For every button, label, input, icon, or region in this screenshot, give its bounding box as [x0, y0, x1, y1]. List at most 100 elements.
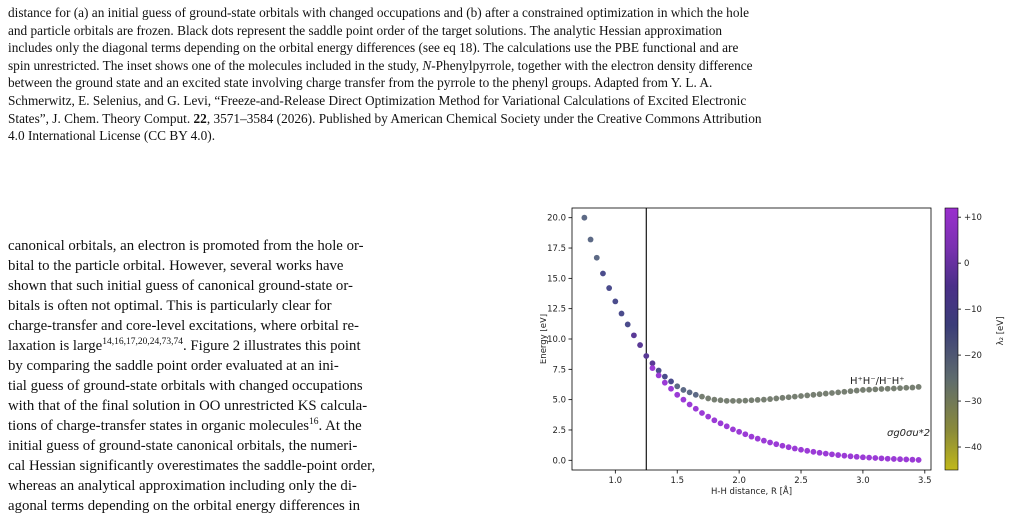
colorbar-tick-label: −30 — [964, 397, 982, 407]
data-point — [779, 442, 786, 449]
data-point — [668, 378, 674, 385]
y-axis-label: Energy [eV] — [540, 314, 549, 364]
data-point — [860, 387, 866, 393]
data-point — [742, 397, 749, 404]
data-point — [680, 387, 687, 393]
data-point — [816, 391, 823, 398]
data-point — [816, 449, 823, 456]
colorbar — [944, 207, 959, 471]
data-point — [686, 401, 693, 408]
text-line: bital to the particle orbital. However, … — [8, 258, 344, 274]
colorbar-tick-label: −10 — [964, 305, 982, 315]
caption-line: distance for (a) an initial guess of gro… — [8, 5, 750, 20]
data-point — [884, 385, 891, 392]
data-point — [829, 451, 835, 458]
data-point — [915, 384, 922, 390]
data-point — [618, 310, 625, 317]
y-tick-label: 5.0 — [552, 396, 566, 406]
x-tick-label: 3.5 — [918, 476, 932, 486]
x-tick-label: 2.0 — [732, 476, 746, 486]
data-point — [655, 367, 662, 374]
caption-line: includes only the diagonal terms dependi… — [8, 40, 739, 56]
data-point — [909, 456, 916, 463]
text-line: agonal terms depending on the orbital en… — [8, 498, 360, 514]
data-point — [853, 387, 860, 394]
data-point — [897, 385, 903, 392]
data-point — [587, 236, 594, 243]
data-point — [705, 413, 712, 420]
data-point — [730, 397, 736, 404]
data-point — [810, 448, 817, 455]
data-point — [736, 428, 743, 435]
y-tick-label: 7.5 — [552, 365, 566, 375]
caption-line: between the ground state and an excited … — [8, 75, 713, 91]
data-point — [754, 396, 761, 403]
data-point — [674, 391, 681, 398]
text-line: bitals is often not optimal. This is par… — [8, 298, 332, 314]
annotation-upper: H⁺H⁻/H⁻H⁺ — [850, 376, 905, 387]
data-point — [717, 397, 724, 404]
data-point — [890, 456, 897, 462]
text-line: cal Hessian significantly overestimates … — [8, 458, 376, 474]
plot-frame — [571, 207, 932, 471]
text-line: laxation is large14,16,17,20,24,73,74. F… — [8, 337, 361, 354]
x-tick-label: 1.0 — [609, 476, 623, 486]
data-point — [903, 456, 910, 463]
data-point — [680, 396, 687, 403]
data-point — [686, 389, 693, 396]
data-point — [872, 386, 879, 393]
colorbar-tick-label: +10 — [964, 213, 982, 223]
data-point — [649, 365, 656, 372]
data-point — [804, 447, 811, 454]
x-tick-label: 1.5 — [670, 476, 684, 486]
data-point — [890, 385, 897, 392]
data-point — [730, 426, 736, 433]
data-point — [717, 420, 724, 427]
data-point — [699, 410, 705, 416]
data-point — [773, 395, 780, 402]
data-point — [773, 441, 780, 448]
text-line: tions of charge-transfer states in organ… — [8, 417, 362, 434]
data-point — [649, 360, 656, 367]
data-point — [909, 384, 916, 391]
text-line: shown that such initial guess of canonic… — [8, 278, 353, 294]
data-point — [581, 214, 588, 221]
data-point — [692, 405, 699, 412]
annotation-lower: σg0σu*2 — [887, 428, 930, 439]
data-point — [822, 390, 829, 397]
data-point — [878, 386, 885, 392]
data-point — [791, 445, 798, 452]
x-tick-label: 3.0 — [856, 476, 870, 486]
data-point — [903, 384, 910, 391]
data-point — [760, 437, 767, 444]
data-point — [767, 439, 773, 446]
data-point — [668, 385, 674, 392]
data-point — [624, 321, 631, 328]
data-point — [760, 396, 767, 403]
text-line: canonical orbitals, an electron is promo… — [8, 238, 364, 254]
data-point — [674, 383, 681, 390]
data-point — [600, 270, 606, 277]
data-point — [711, 417, 718, 424]
caption-line: States”, J. Chem. Theory Comput. 22, 357… — [8, 110, 762, 126]
data-point — [612, 298, 619, 305]
data-point — [692, 391, 699, 398]
data-point — [915, 457, 922, 463]
caption-line: spin unrestricted. The inset shows one o… — [8, 57, 753, 73]
data-point — [872, 455, 879, 461]
data-point — [853, 453, 860, 460]
data-point — [785, 444, 792, 451]
data-point — [723, 397, 730, 404]
y-tick-label: 17.5 — [547, 244, 566, 254]
citation: 14,16,17,20,24,73,74 — [102, 337, 183, 348]
figure-caption: distance for (a) an initial guess of gro… — [8, 4, 1021, 145]
colorbar-tick-label: 0 — [964, 259, 969, 269]
text-line: initial guess of ground-state canonical … — [8, 438, 358, 454]
data-point — [835, 452, 842, 458]
data-point — [785, 394, 792, 401]
data-point — [804, 392, 811, 399]
text-line: charge-transfer and core-level excitatio… — [8, 318, 359, 334]
y-tick-label: 10.0 — [547, 335, 566, 345]
data-point — [798, 446, 804, 453]
y-tick-label: 2.5 — [552, 426, 566, 436]
